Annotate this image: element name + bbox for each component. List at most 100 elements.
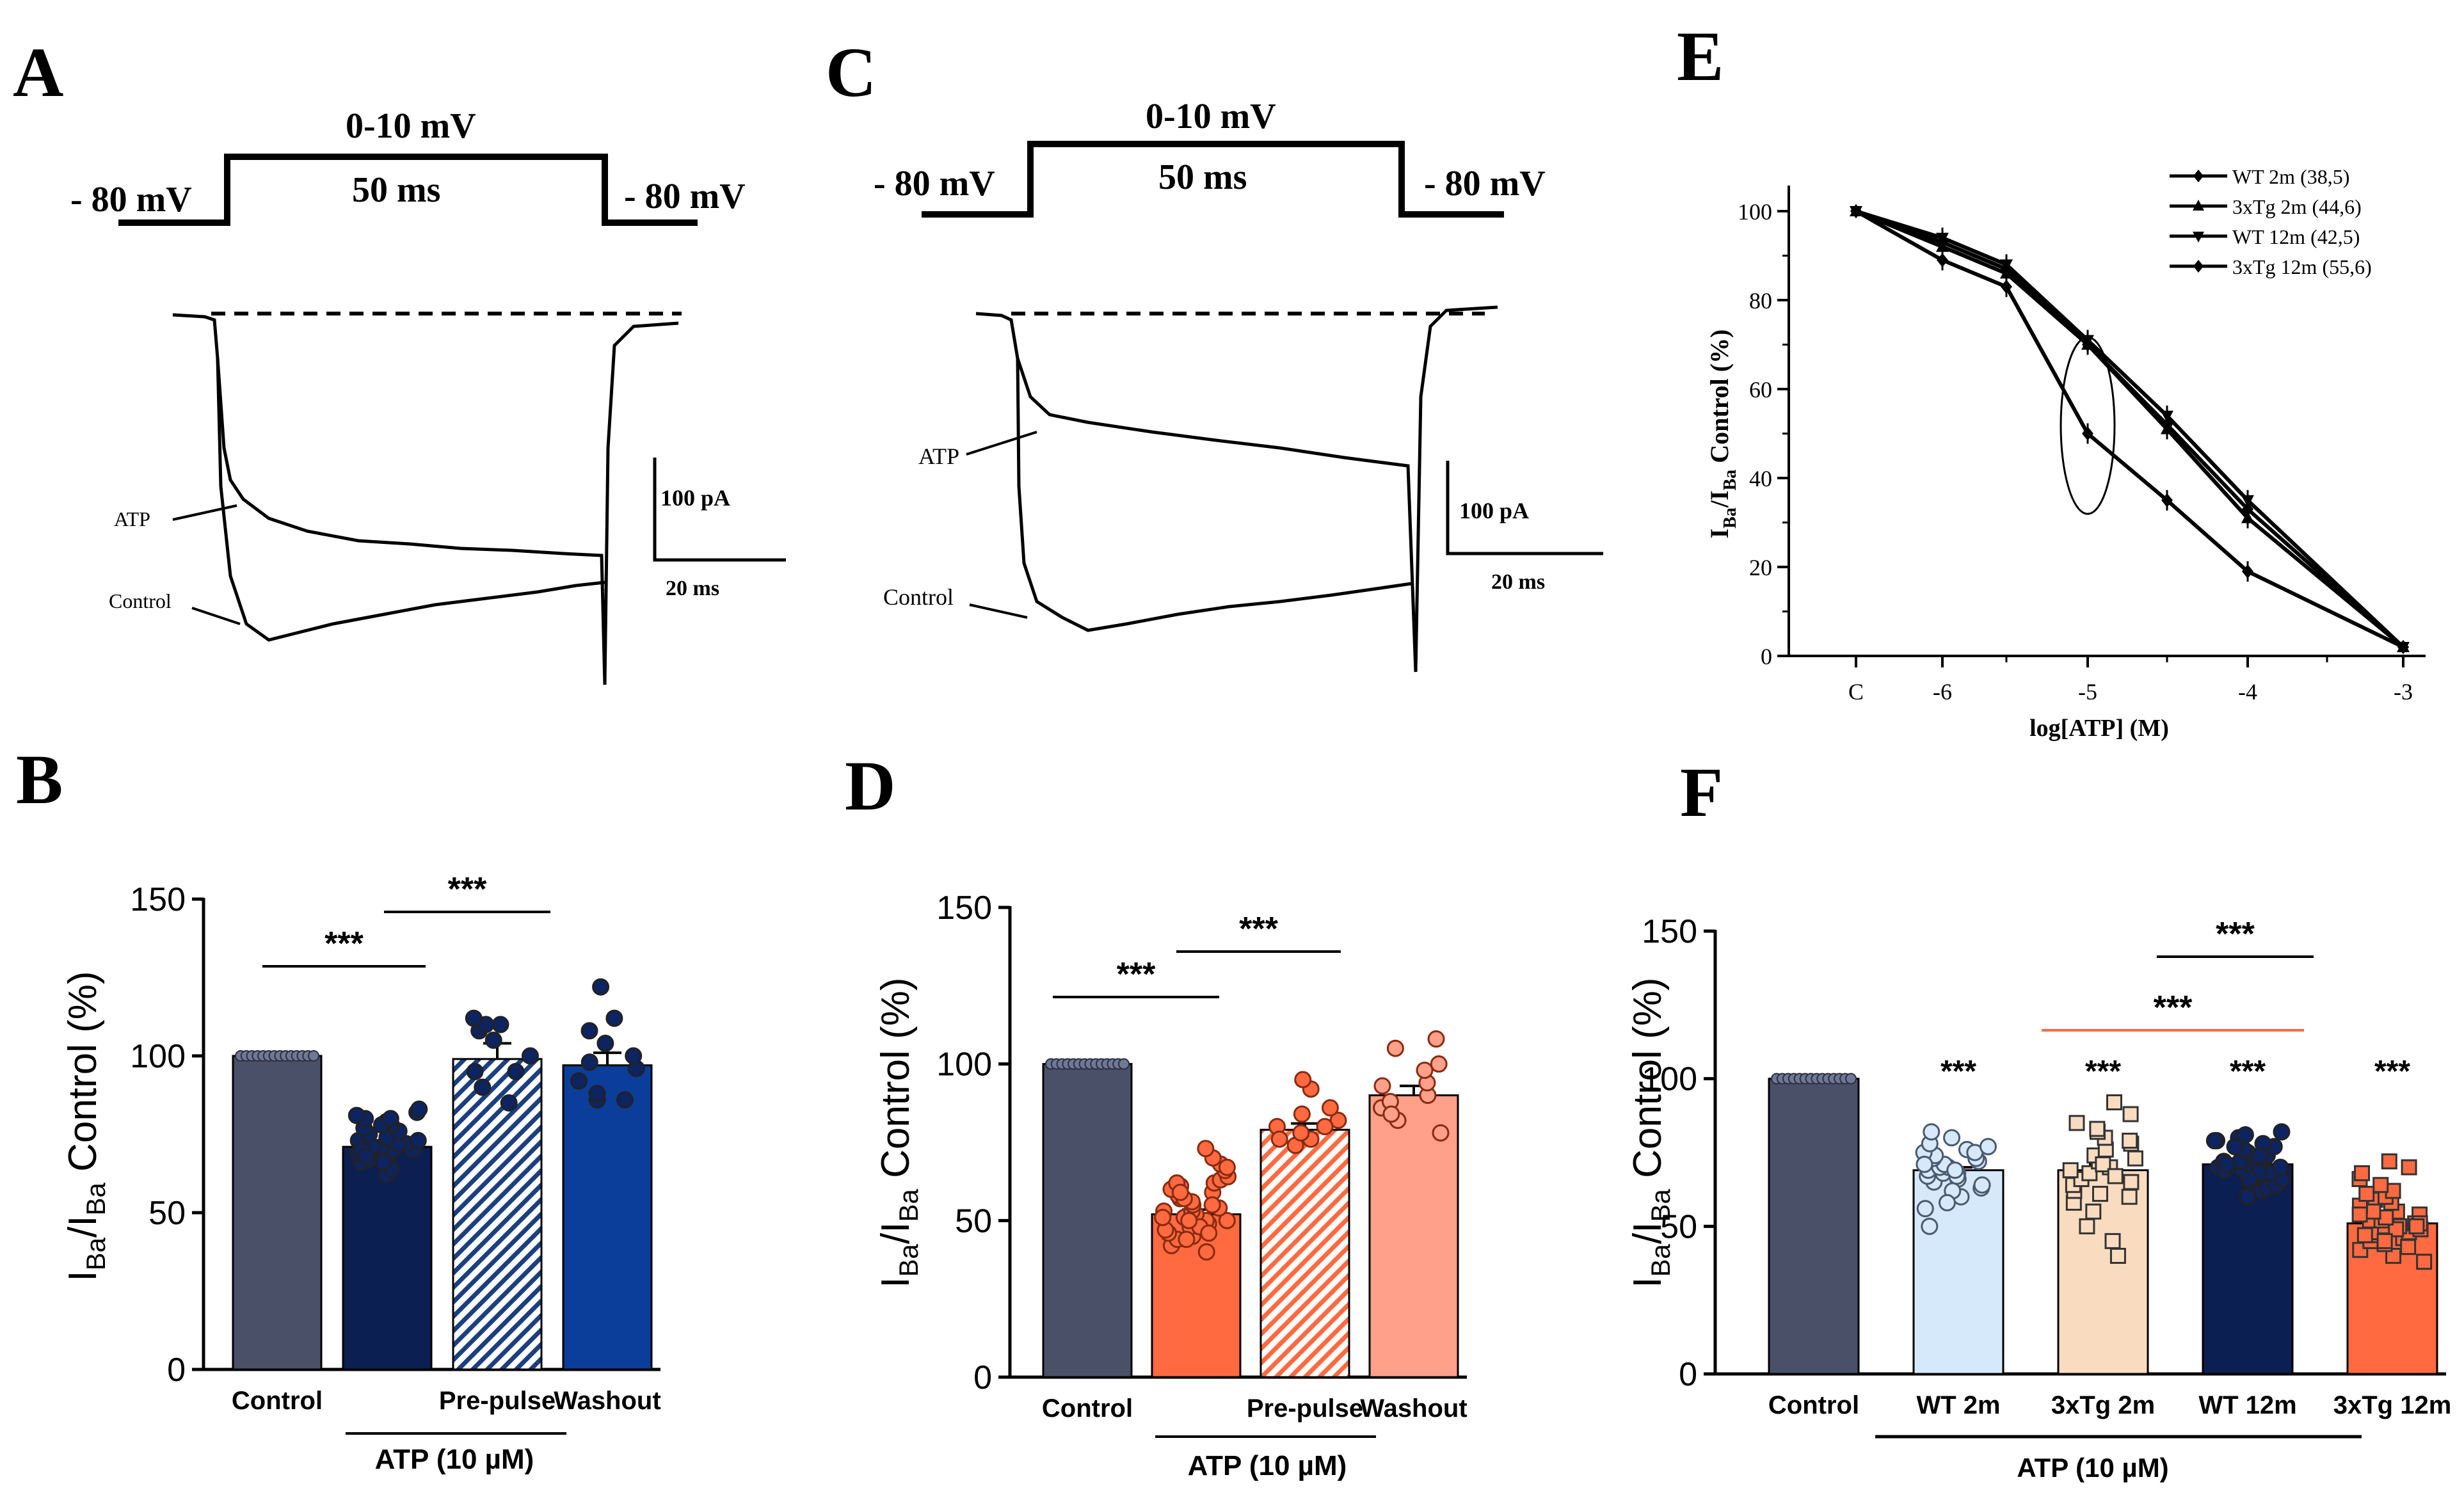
data-point <box>1916 1200 1934 1218</box>
control-pointer-a <box>191 607 241 625</box>
data-point <box>2121 1188 2138 1205</box>
protocol-c: 0-10 mV 50 ms - 80 mV - 80 mV <box>874 97 1546 218</box>
x-axis-label: log[ATP] (M) <box>2029 715 2169 742</box>
legend-label: WT 12m (42,5) <box>2232 225 2360 248</box>
data-point <box>1218 1211 1236 1229</box>
x-tick-label: C <box>1848 679 1864 705</box>
y-axis-label-part: I <box>1626 1277 1670 1288</box>
data-point <box>410 1100 428 1118</box>
data-point <box>2271 1158 2289 1176</box>
y-tick-label: 50 <box>148 1195 186 1232</box>
y-axis-label: IBa/IBa Control (%) <box>1705 330 1740 539</box>
legend-label: 3xTg 2m (44,6) <box>2232 195 2362 218</box>
data-point <box>381 1110 399 1128</box>
protocol-a-hold-right: - 80 mV <box>624 177 746 216</box>
data-point <box>2241 1170 2259 1188</box>
data-point <box>2062 1162 2079 1179</box>
significance-mark: *** <box>1117 956 1156 993</box>
data-point <box>2106 1094 2122 1111</box>
data-point <box>507 1063 525 1080</box>
atp-pointer-a <box>172 504 237 521</box>
protocol-c-step-voltage: 0-10 mV <box>1146 97 1276 136</box>
data-point <box>1197 1140 1215 1158</box>
significance-mark: *** <box>2085 1055 2121 1089</box>
y-axis-label: IBa/IBa Control (%) <box>874 977 924 1288</box>
y-axis-label-part: Control (%) <box>874 977 918 1189</box>
x-tick-label: -5 <box>2078 679 2097 705</box>
y-axis-label-part: /I <box>1626 1222 1670 1244</box>
significance-mark: *** <box>2230 1055 2266 1089</box>
y-tick-label: 100 <box>130 1038 186 1075</box>
data-point <box>1946 1161 1964 1179</box>
data-point <box>2381 1153 2397 1170</box>
bar <box>1260 1128 1350 1378</box>
data-point <box>2127 1150 2143 1167</box>
y-tick-label: 0 <box>1679 1356 1697 1393</box>
data-point <box>1430 1055 1448 1073</box>
panel-label-c: C <box>826 33 876 111</box>
data-point <box>2365 1203 2381 1220</box>
x-tick-label: Pre-pulse <box>439 1387 556 1415</box>
data-point <box>596 1034 614 1052</box>
scale-current-a: 100 pA <box>660 485 730 511</box>
x-tick-label: Control <box>232 1387 323 1415</box>
y-tick-label: 0 <box>973 1359 992 1396</box>
data-point <box>308 1050 319 1062</box>
trace-label-control-c: Control <box>883 584 954 610</box>
data-point <box>2376 1233 2393 1249</box>
x-tick-label: Washout <box>1360 1394 1467 1423</box>
data-point <box>2401 1159 2417 1176</box>
x-tick-label: 3xTg 2m <box>2051 1391 2155 1419</box>
data-point <box>1938 1193 1956 1211</box>
group-label: ATP (10 µM) <box>1188 1450 1347 1481</box>
scale-time-c: 20 ms <box>1491 570 1545 594</box>
bar <box>452 1058 543 1371</box>
y-axis-label-part: Ba <box>1645 1189 1676 1222</box>
x-tick-label: Pre-pulse <box>1247 1394 1363 1423</box>
data-point <box>2226 1138 2244 1156</box>
chart-f: 0 50 100 150 Control WT 2m 3xTg 2m WT 12m 3xTg 1… <box>1626 913 2451 1483</box>
x-tick-label: -3 <box>2394 679 2413 705</box>
significance-mark: *** <box>2216 916 2255 953</box>
data-point <box>2107 1168 2124 1185</box>
data-point <box>1118 1058 1130 1070</box>
x-tick-label: Washout <box>554 1387 660 1415</box>
y-tick-label: 0 <box>167 1352 186 1389</box>
trace-label-atp-c: ATP <box>918 443 959 469</box>
y-axis-label-part: Ba <box>1720 470 1740 491</box>
data-point <box>2109 1247 2126 1264</box>
data-point <box>2236 1126 2254 1144</box>
y-tick-label: 60 <box>1749 377 1772 403</box>
protocol-a-duration: 50 ms <box>352 170 440 210</box>
data-point <box>500 1094 518 1112</box>
data-point <box>2251 1147 2269 1165</box>
data-point <box>1921 1217 1939 1235</box>
x-tick-label: -4 <box>2238 679 2257 705</box>
y-axis-label-part: Control (%) <box>1626 977 1670 1189</box>
data-point <box>1178 1231 1196 1249</box>
panel-label-b: B <box>16 740 63 818</box>
data-point <box>1416 1061 1434 1079</box>
significance-mark: *** <box>448 871 487 908</box>
data-point <box>580 1022 598 1040</box>
data-point <box>2205 1132 2223 1150</box>
data-point <box>2218 1155 2236 1173</box>
data-point <box>1432 1124 1450 1142</box>
highlight-ellipse <box>2060 336 2116 515</box>
significance-mark: *** <box>1239 911 1278 948</box>
data-point <box>2122 1133 2138 1149</box>
data-point <box>1427 1030 1445 1048</box>
panel-label-d: D <box>845 747 895 825</box>
y-tick-label: 100 <box>1642 1061 1697 1098</box>
y-axis-label-part: Ba <box>893 1189 924 1222</box>
data-point <box>357 1147 375 1165</box>
data-point <box>2104 1233 2121 1249</box>
trace-label-atp-a: ATP <box>114 507 150 531</box>
protocol-a-hold-left: - 80 mV <box>70 180 192 219</box>
data-point <box>2122 1106 2139 1122</box>
data-point <box>1270 1130 1288 1148</box>
protocol-a-step-voltage: 0-10 mV <box>346 106 476 146</box>
data-point <box>1916 1155 1933 1173</box>
bar <box>1042 1063 1133 1378</box>
